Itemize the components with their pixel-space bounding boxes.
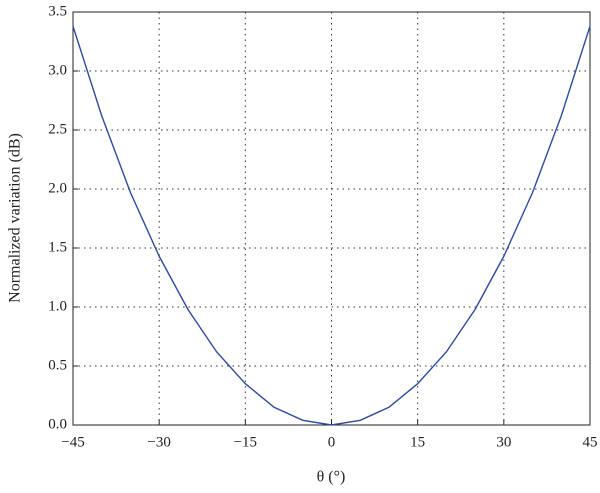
y-tick-label: 3.0: [48, 62, 67, 78]
x-tick-label: 30: [496, 434, 511, 450]
y-tick-label: 2.5: [48, 121, 67, 137]
y-tick-label: 2.0: [48, 180, 67, 196]
y-tick-label: 1.0: [48, 298, 67, 314]
x-axis-label: θ (°): [317, 469, 346, 486]
y-tick-label: 0.0: [48, 416, 67, 432]
x-tick-label: −45: [61, 434, 84, 450]
y-tick-label: 3.5: [48, 3, 67, 19]
data-line: [72, 25, 591, 426]
x-tick-label: 45: [583, 434, 598, 450]
x-tick-label: 0: [328, 434, 336, 450]
y-axis-label: Normalized variation (dB): [7, 133, 24, 303]
x-tick-label: 15: [410, 434, 425, 450]
x-tick-label: −15: [234, 434, 257, 450]
y-tick-label: 0.5: [48, 357, 67, 373]
y-tick-label: 1.5: [48, 239, 67, 255]
x-tick-label: −30: [147, 434, 170, 450]
